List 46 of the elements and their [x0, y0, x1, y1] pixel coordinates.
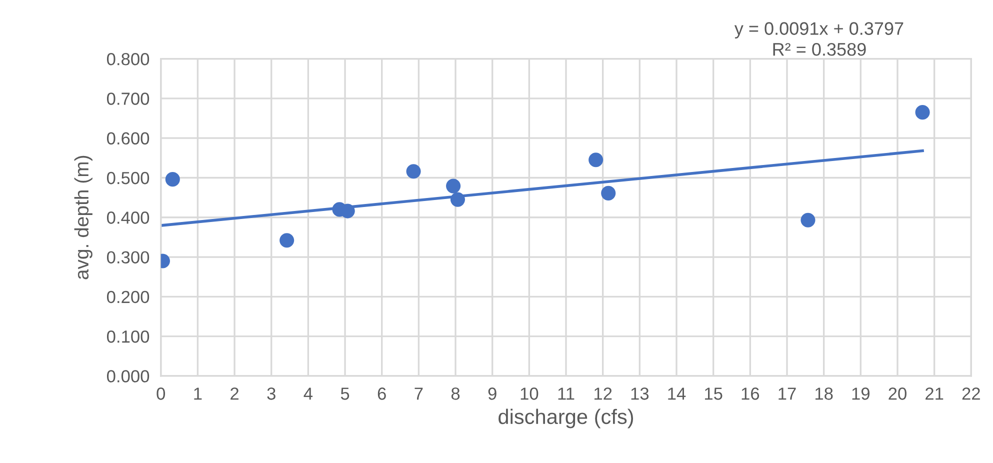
y-tick-label: 0.800: [106, 52, 150, 66]
y-tick-label: 0.700: [106, 92, 150, 105]
x-tick-label: 20: [888, 388, 906, 400]
point: [406, 164, 421, 179]
point: [800, 212, 816, 228]
x-tick-label: 11: [558, 388, 574, 400]
x-axis-title: discharge (cfs): [498, 408, 634, 428]
point: [446, 178, 461, 194]
text: y = 0.0091x + 0.3797: [734, 22, 904, 39]
x-tick-label: 9: [488, 388, 496, 400]
y-tick-label: 0.100: [106, 330, 150, 343]
y-tick-label: 0.000: [106, 370, 150, 382]
y-tick-label: 0.600: [106, 132, 150, 145]
x-tick-label: 4: [304, 388, 313, 400]
x-tick-label: 13: [631, 388, 649, 400]
point: [280, 233, 294, 248]
x-tick-label: 2: [230, 388, 238, 400]
point: [588, 152, 604, 168]
x-tick-label: 6: [378, 388, 386, 400]
x-tick-label: 3: [267, 388, 276, 400]
point: [165, 172, 180, 187]
point: [915, 105, 930, 120]
x-tick-label: 10: [520, 388, 538, 400]
x-tick-label: 17: [778, 388, 796, 400]
y-tick-label: 0.500: [106, 172, 150, 184]
x-tick-label: 15: [705, 388, 722, 400]
x-tick-label: 8: [451, 388, 460, 400]
x-tick-label: 12: [594, 388, 612, 400]
point: [450, 192, 466, 207]
x-tick-label: 19: [852, 388, 870, 400]
y-axis-title: avg. depth (m): [74, 156, 92, 280]
x-tick-label: 14: [668, 388, 686, 400]
x-tick-label: 7: [414, 388, 423, 400]
x-tick-label: 18: [816, 388, 833, 400]
x-tick-label: 22: [962, 388, 980, 400]
point: [340, 204, 355, 218]
x-tick-label: 5: [340, 388, 350, 400]
x-tick-label: 16: [742, 388, 760, 400]
x-tick-label: 21: [926, 388, 944, 400]
y-tick-label: 0.300: [106, 251, 150, 264]
x-tick-label: 1: [194, 388, 202, 400]
y-tick-label: 0.200: [106, 290, 150, 304]
x-tick-label: 0: [156, 388, 166, 400]
y-tick-label: 0.400: [106, 212, 150, 224]
point: [601, 186, 616, 200]
text: R² = 0.3589: [773, 42, 866, 56]
